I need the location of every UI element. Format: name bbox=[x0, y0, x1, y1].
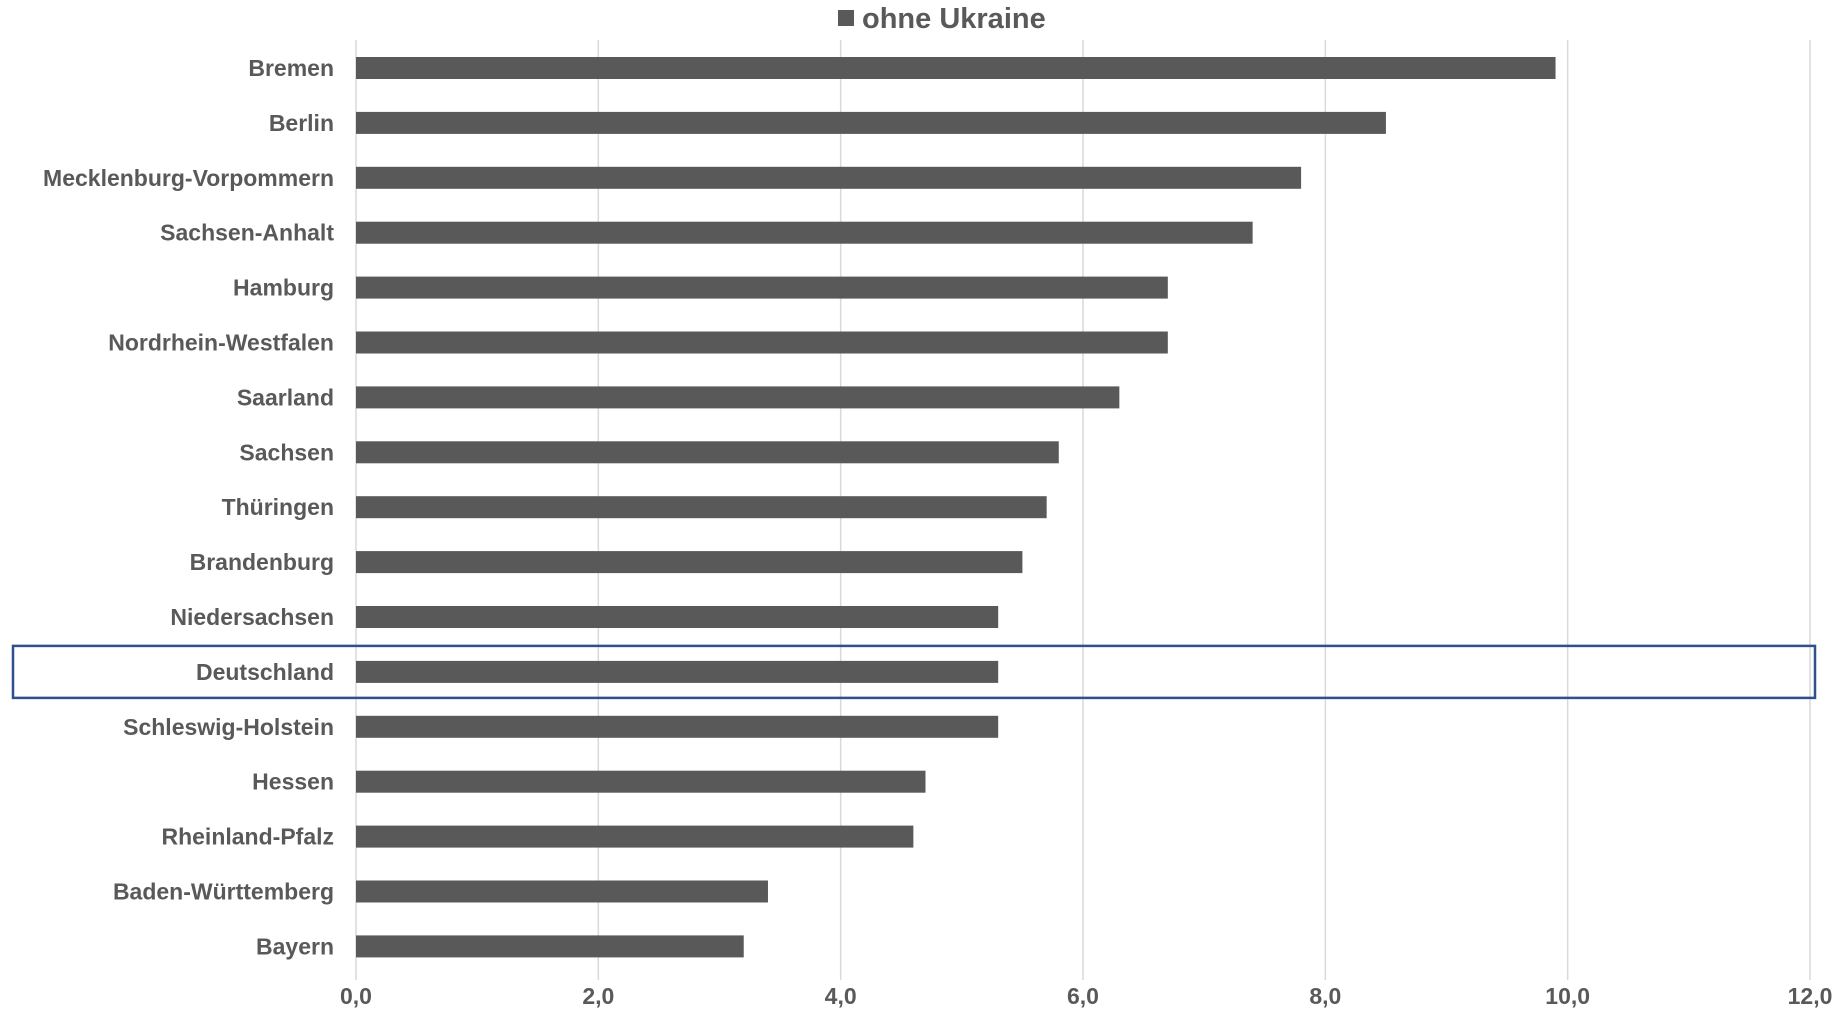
bar bbox=[356, 880, 768, 903]
bars bbox=[356, 57, 1556, 958]
x-tick-label: 6,0 bbox=[1067, 983, 1099, 1009]
category-label: Berlin bbox=[269, 110, 334, 136]
highlight-box bbox=[11, 644, 1817, 700]
legend-swatch bbox=[838, 10, 854, 26]
bar bbox=[356, 386, 1120, 409]
category-label: Saarland bbox=[237, 384, 334, 410]
category-label: Sachsen-Anhalt bbox=[160, 220, 334, 246]
highlight-box-group bbox=[11, 644, 1817, 700]
category-label: Deutschland bbox=[196, 659, 334, 685]
x-tick-label: 10,0 bbox=[1545, 983, 1590, 1009]
bar bbox=[356, 276, 1168, 299]
category-label: Schleswig-Holstein bbox=[123, 714, 334, 740]
bar bbox=[356, 715, 999, 738]
legend-label: ohne Ukraine bbox=[862, 3, 1046, 35]
x-tick-label: 0,0 bbox=[340, 983, 372, 1009]
category-label: Rheinland-Pfalz bbox=[161, 824, 334, 850]
category-label: Thüringen bbox=[222, 494, 334, 520]
category-label: Mecklenburg-Vorpommern bbox=[43, 165, 334, 191]
bar bbox=[356, 825, 914, 848]
category-label: Brandenburg bbox=[190, 549, 334, 575]
x-tick-label: 4,0 bbox=[825, 983, 857, 1009]
category-label: Hamburg bbox=[233, 275, 334, 301]
category-label: Baden-Württemberg bbox=[113, 879, 334, 905]
category-label: Bremen bbox=[248, 55, 334, 81]
bar bbox=[356, 606, 999, 628]
legend: ohne Ukraine bbox=[838, 3, 1046, 35]
bar bbox=[356, 660, 999, 683]
bar bbox=[356, 770, 926, 793]
category-label: Sachsen bbox=[239, 439, 334, 465]
category-label: Hessen bbox=[252, 769, 334, 795]
category-labels: Bremen Berlin Mecklenburg-Vorpommern Sachse… bbox=[43, 55, 334, 959]
bar bbox=[356, 331, 1168, 354]
x-tick-label: 12,0 bbox=[1788, 983, 1833, 1009]
x-axis-tick-labels: 0,0 2,0 4,0 6,0 8,0 10,0 12,0 bbox=[340, 983, 1832, 1009]
bar bbox=[356, 441, 1059, 464]
category-label: Bayern bbox=[256, 933, 334, 959]
x-tick-label: 8,0 bbox=[1309, 983, 1341, 1009]
bar bbox=[356, 166, 1302, 189]
bar bbox=[356, 111, 1386, 134]
bar bbox=[356, 551, 1023, 574]
x-tick-label: 2,0 bbox=[582, 983, 614, 1009]
category-label: Niedersachsen bbox=[170, 604, 334, 630]
category-label: Nordrhein-Westfalen bbox=[108, 330, 334, 356]
bar bbox=[356, 221, 1253, 244]
bar bbox=[356, 57, 1556, 79]
bar bbox=[356, 935, 744, 958]
bar bbox=[356, 496, 1047, 519]
